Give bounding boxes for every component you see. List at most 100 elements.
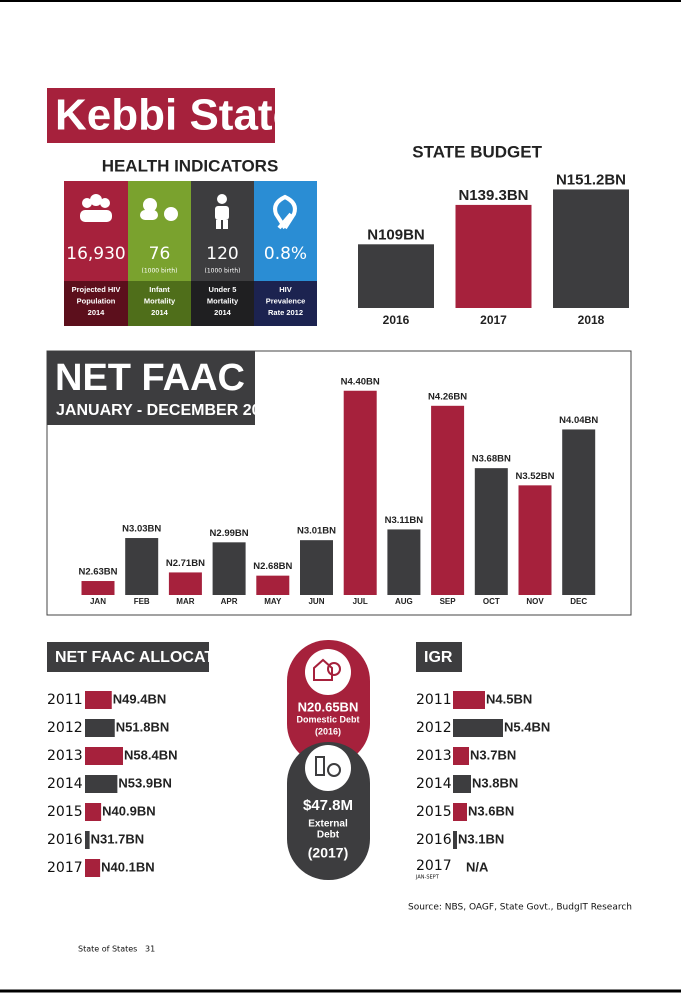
value-label: N2.68BN: [253, 561, 292, 572]
bar: [453, 775, 471, 793]
value-label: N3.11BN: [385, 515, 424, 526]
value-label: N40.9BN: [102, 803, 155, 818]
indicator-label: Mortality: [144, 296, 176, 305]
bar: [455, 204, 532, 308]
bar: [474, 468, 508, 595]
bar: [168, 572, 202, 595]
bar: [85, 831, 90, 849]
category-label: DEC: [570, 597, 587, 606]
indicator-label: Under 5: [209, 285, 237, 294]
debt-label: Debt: [317, 830, 340, 841]
category-label: FEB: [134, 597, 150, 606]
bar: [85, 803, 102, 821]
value-label: N3.6BN: [468, 803, 514, 818]
chart-frame: [46, 350, 632, 616]
value-label: N2.71BN: [166, 558, 205, 569]
indicator-label: HIV: [279, 285, 292, 294]
bar: [431, 405, 465, 595]
section-title: HEALTH INDICATORS: [102, 156, 279, 175]
category-label: 2014: [416, 776, 452, 792]
value-label: N3.1BN: [458, 831, 504, 846]
bar: [518, 485, 552, 595]
icons: [80, 194, 297, 230]
period-note: JAN-SEPT: [415, 875, 440, 881]
indicator-value: 0.8%: [264, 244, 307, 264]
debt-label: Domestic Debt: [296, 714, 359, 724]
value-label: N4.26BN: [428, 391, 467, 402]
category-label: SEP: [440, 597, 457, 606]
category-label: MAR: [176, 597, 194, 606]
bar: [562, 429, 596, 595]
bar: [125, 538, 159, 595]
value-label: N31.7BN: [91, 831, 144, 846]
category-label: 2016: [383, 313, 410, 327]
bar: [343, 390, 377, 595]
bar: [300, 540, 333, 595]
bar: [453, 831, 457, 849]
chart-title: IGR: [424, 649, 453, 666]
page-title: Kebbi State: [55, 91, 297, 140]
chart-title: NET FAAC ALLOCATION: [55, 649, 243, 666]
bar: [358, 244, 434, 308]
value-label: N49.4BN: [113, 691, 166, 706]
indicator-label: 2014: [88, 308, 106, 317]
bar: [453, 719, 503, 737]
category-label: 2011: [47, 692, 83, 708]
category-label: 2016: [47, 832, 83, 848]
indicator-value: 120: [206, 244, 238, 264]
category-label: 2017: [416, 858, 452, 874]
value-label: N109BN: [367, 226, 425, 243]
indicator-note: (1000 birth): [205, 268, 241, 275]
category-label: MAY: [264, 597, 282, 606]
title-block: [416, 642, 462, 672]
bar: [81, 581, 115, 595]
indicator-label: Infant: [149, 285, 170, 294]
value-label: N3.7BN: [470, 747, 516, 762]
category-label: OCT: [483, 597, 500, 606]
value-label: N53.9BN: [118, 775, 171, 790]
category-label: 2012: [47, 720, 83, 736]
value-label: N3.01BN: [297, 526, 336, 537]
value-label: N139.3BN: [458, 187, 528, 204]
value-label: N3.03BN: [122, 524, 161, 535]
tile-footer: [191, 281, 254, 326]
category-label: 2018: [578, 313, 605, 327]
debt-value: $47.8M: [303, 797, 353, 814]
indicator-label: Rate 2012: [268, 308, 303, 317]
category-label: 2014: [47, 776, 83, 792]
icon: [313, 658, 333, 681]
category-label: AUG: [395, 597, 413, 606]
category-label: APR: [221, 597, 238, 606]
value-label: N2.99BN: [210, 528, 249, 539]
chart-title: NET FAAC: [55, 357, 245, 399]
icon: [315, 756, 325, 776]
footer-text: State of States: [78, 945, 137, 954]
value-label: N4.40BN: [341, 376, 380, 387]
bar: [553, 189, 629, 308]
value-label: N4.04BN: [559, 415, 598, 426]
tile-footer: [254, 281, 317, 326]
tile: [128, 181, 191, 281]
debt-year: (2017): [308, 845, 348, 861]
bar: [85, 747, 123, 765]
value-label: N4.5BN: [486, 691, 532, 706]
title-block: [47, 88, 275, 143]
value-label: N3.68BN: [472, 454, 511, 465]
bar: [453, 691, 485, 709]
title-block: [47, 642, 209, 672]
category-label: 2017: [480, 313, 507, 327]
page-number: 31: [145, 945, 155, 954]
icon: [327, 763, 341, 777]
category-label: JUN: [308, 597, 324, 606]
value-label: N2.63BN: [78, 567, 117, 578]
debt-year: (2016): [315, 726, 341, 736]
value-label: N151.2BN: [556, 171, 626, 188]
indicator-label: 2014: [151, 308, 169, 317]
bar: [387, 529, 421, 595]
indicator-label: Prevalence: [266, 296, 306, 305]
category-label: JUL: [353, 597, 368, 606]
value-label: N3.52BN: [515, 471, 554, 482]
category-label: 2013: [416, 748, 452, 764]
indicator-note: (1000 birth): [142, 268, 178, 275]
